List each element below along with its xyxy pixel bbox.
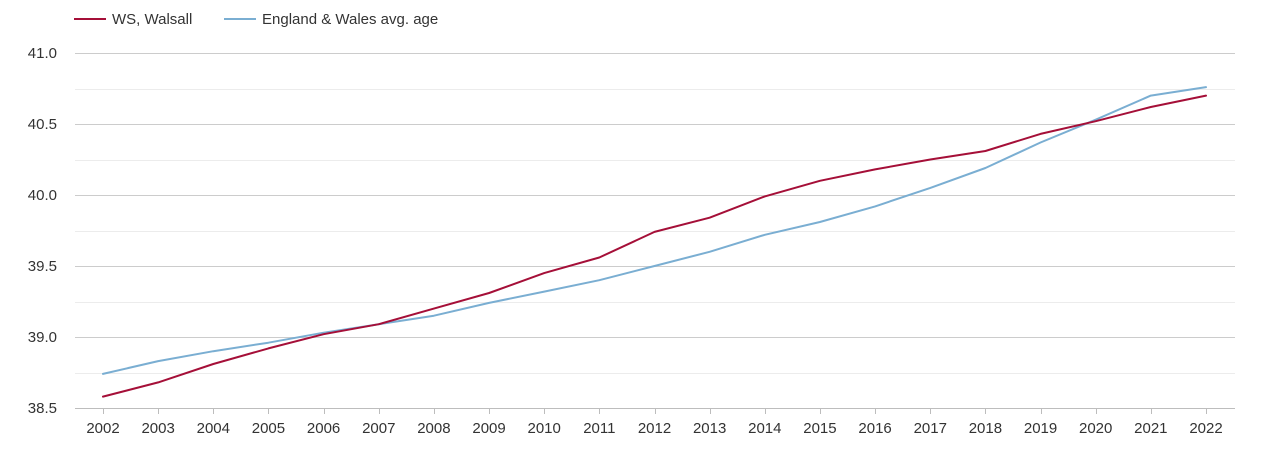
- x-tick-label: 2006: [307, 420, 340, 437]
- x-tick-label: 2017: [914, 420, 947, 437]
- y-tick-label: 40.5: [28, 116, 57, 133]
- x-tick-label: 2015: [803, 420, 836, 437]
- y-tick-label: 39.5: [28, 258, 57, 275]
- x-tick-label: 2007: [362, 420, 395, 437]
- series-lines: [102, 86, 1207, 398]
- x-tick-label: 2008: [417, 420, 450, 437]
- x-tick-label: 2016: [858, 420, 891, 437]
- x-tick-label: 2002: [86, 420, 119, 437]
- x-tick-label: 2011: [583, 420, 615, 437]
- x-tick-label: 2014: [748, 420, 781, 437]
- axes: 38.5 39.0 39.5 40.0 40.5 41.0 2002 2003 2004 2005…: [28, 45, 1223, 437]
- x-tick-label: 2018: [969, 420, 1002, 437]
- x-tick-label: 2004: [197, 420, 230, 437]
- x-tick-label: 2003: [141, 420, 174, 437]
- legend: WS, Walsall England & Wales avg. age: [74, 11, 438, 28]
- x-tick-label: 2010: [528, 420, 561, 437]
- y-tick-label: 39.0: [28, 329, 57, 346]
- legend-label[interactable]: WS, Walsall: [112, 11, 192, 28]
- x-tick-label: 2021: [1134, 420, 1167, 437]
- series-line-ws-walsall: [102, 94, 1207, 398]
- y-tick-label: 38.5: [28, 400, 57, 417]
- series-line-england-wales-avg-age: [102, 86, 1207, 375]
- x-tick-label: 2020: [1079, 420, 1112, 437]
- x-tick-label: 2012: [638, 420, 671, 437]
- y-tick-label: 40.0: [28, 187, 57, 204]
- x-tick-label: 2013: [693, 420, 726, 437]
- x-tick-label: 2009: [472, 420, 505, 437]
- x-tick-label: 2022: [1189, 420, 1222, 437]
- legend-label[interactable]: England & Wales avg. age: [262, 11, 438, 28]
- y-tick-label: 41.0: [28, 45, 57, 62]
- x-tick-label: 2005: [252, 420, 285, 437]
- x-tick-label: 2019: [1024, 420, 1057, 437]
